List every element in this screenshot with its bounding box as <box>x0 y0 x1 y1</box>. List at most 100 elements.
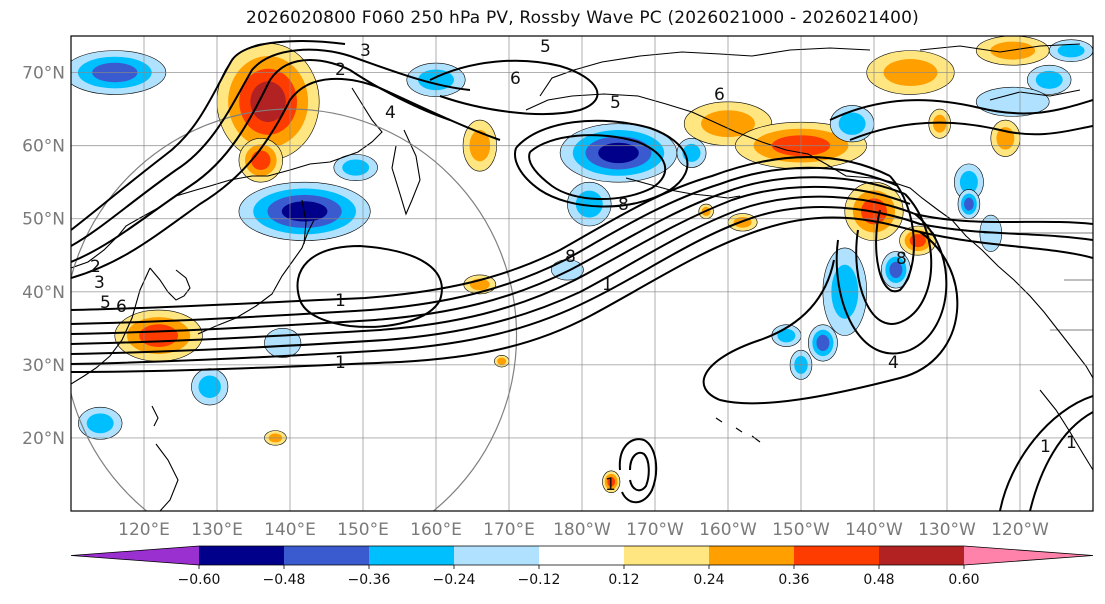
pv-anomaly-cell <box>607 476 616 487</box>
colorbar-swatch <box>369 546 455 565</box>
pv-anomaly-cell <box>342 159 370 176</box>
coastline-philippines <box>155 443 179 511</box>
colorbar-swatch <box>794 546 880 565</box>
map-frame <box>70 35 1094 512</box>
colorbar-swatch <box>199 546 285 565</box>
coastline-hawaii <box>715 417 761 443</box>
contour-label: 3 <box>360 41 371 61</box>
pv-anomaly-cell <box>964 197 974 211</box>
contour-label: 5 <box>100 293 111 313</box>
longitude-label: 130°W <box>918 520 976 540</box>
contour-label: 1 <box>605 475 616 495</box>
pv-anomaly-cell <box>909 234 926 248</box>
pv-anomaly-cell <box>1057 43 1085 58</box>
contour-label: 8 <box>618 195 629 215</box>
longitude-labels: 120°E 130°E 140°E 150°E 160°E 170°E 180°W 170°W… <box>118 520 1049 540</box>
contour-ridge-west-5 <box>71 48 471 247</box>
colorbar-swatch <box>71 546 199 565</box>
pv-anomaly-cell <box>250 81 286 123</box>
pv-anomaly-cell <box>86 413 114 434</box>
colorbar-swatch <box>539 546 625 565</box>
contour-label: 4 <box>385 103 396 123</box>
contour-label: 1 <box>602 275 613 295</box>
colorbar-tick-label: −0.24 <box>433 572 476 588</box>
contour-closed-subtropic <box>618 438 658 504</box>
colorbar-swatch <box>964 546 1093 565</box>
coastline-kamchatka <box>391 129 421 216</box>
contour-label: 1 <box>1040 437 1051 457</box>
pv-anomaly-cell <box>598 142 639 164</box>
pv-anomaly-cell <box>932 114 947 133</box>
longitude-label: 160°E <box>410 520 462 540</box>
colorbar-tick-label: −0.36 <box>348 572 391 588</box>
contour-label: 8 <box>565 247 576 267</box>
contour-label: 3 <box>94 273 105 293</box>
coastline-china <box>71 267 151 385</box>
colorbar <box>70 545 1094 566</box>
contour-closed-1 <box>296 244 443 328</box>
pv-contours <box>71 40 1093 511</box>
contour-labels: 1 1 2 2 3 3 4 4 5 5 5 6 6 6 8 8 8 1 1 1 … <box>90 37 1077 495</box>
colorbar-tick-label: −0.12 <box>518 572 561 588</box>
contour-north-east-2 <box>849 121 1093 141</box>
coastline-mexico <box>1039 389 1093 471</box>
contour-low-bering <box>514 119 689 208</box>
longitude-label: 130°E <box>191 520 243 540</box>
pv-anomaly-cell <box>264 328 302 358</box>
map-area: 1 1 2 2 3 3 4 4 5 5 5 6 6 6 8 8 8 1 1 1 … <box>71 36 1093 511</box>
contour-label: 5 <box>540 37 551 57</box>
contour-4 <box>71 185 911 345</box>
colorbar-tick-label: −0.48 <box>263 572 306 588</box>
pv-anomaly-cell <box>497 357 507 365</box>
colorbar-tick-labels: −0.60 −0.48 −0.36 −0.24 −0.12 0.12 0.24 0.36 0.4… <box>178 565 980 588</box>
contour-5 <box>71 176 906 335</box>
contour-low-bering-2 <box>528 134 667 201</box>
pv-anomaly-cell <box>975 86 1050 117</box>
longitude-label: 180°W <box>553 520 611 540</box>
longitude-label: 140°E <box>264 520 316 540</box>
latitude-label: 70°N <box>22 64 65 84</box>
reference-circle <box>71 108 518 511</box>
latitude-label: 20°N <box>22 429 65 449</box>
contour-label: 6 <box>714 85 725 105</box>
coastline-korea <box>149 267 191 301</box>
pv-anomaly-cell <box>816 334 830 352</box>
colorbar-swatch <box>284 546 370 565</box>
contour-ridge-west-3 <box>71 77 501 279</box>
contour-label: 1 <box>335 291 346 311</box>
contour-trough-east-4 <box>702 231 959 405</box>
coastline-east-asia <box>71 87 383 269</box>
contour-2 <box>71 206 1093 365</box>
latitude-label: 60°N <box>22 137 65 157</box>
contour-trough-east-2 <box>855 193 933 325</box>
coastline-japan <box>197 219 315 335</box>
pv-anomaly-cell <box>777 328 796 343</box>
pv-anomaly-cell <box>889 261 903 278</box>
colorbar-swatch <box>454 546 540 565</box>
coastline-taiwan <box>151 405 159 427</box>
colorbar-tick-label: 0.48 <box>863 572 894 588</box>
longitude-label: 120°E <box>118 520 170 540</box>
colorbar-swatch <box>624 546 710 565</box>
colorbar-swatch <box>879 546 965 565</box>
latitude-label: 30°N <box>22 356 65 376</box>
contour-closed-subtropic-2 <box>629 451 650 492</box>
figure-title: 2026020800 F060 250 hPa PV, Rossby Wave … <box>246 8 919 28</box>
pv-anomaly-cell <box>139 324 179 347</box>
longitude-label: 150°W <box>772 520 830 540</box>
longitude-label: 120°W <box>991 520 1049 540</box>
contour-southeast-1 <box>1029 411 1093 511</box>
colorbar-tick-label: −0.60 <box>178 572 221 588</box>
colorbar-tick-label: 0.24 <box>693 572 724 588</box>
contour-label: 8 <box>896 249 907 269</box>
contour-label: 1 <box>1066 433 1077 453</box>
longitude-label: 150°E <box>337 520 389 540</box>
contour-6 <box>71 166 899 325</box>
longitude-label: 160°W <box>699 520 757 540</box>
colorbar-swatch <box>709 546 795 565</box>
contour-8 <box>71 156 891 311</box>
contour-label: 5 <box>610 93 621 113</box>
pv-anomaly-cell <box>198 375 221 399</box>
contour-ridge-west-6 <box>71 40 346 231</box>
contour-north-east <box>829 99 1093 121</box>
